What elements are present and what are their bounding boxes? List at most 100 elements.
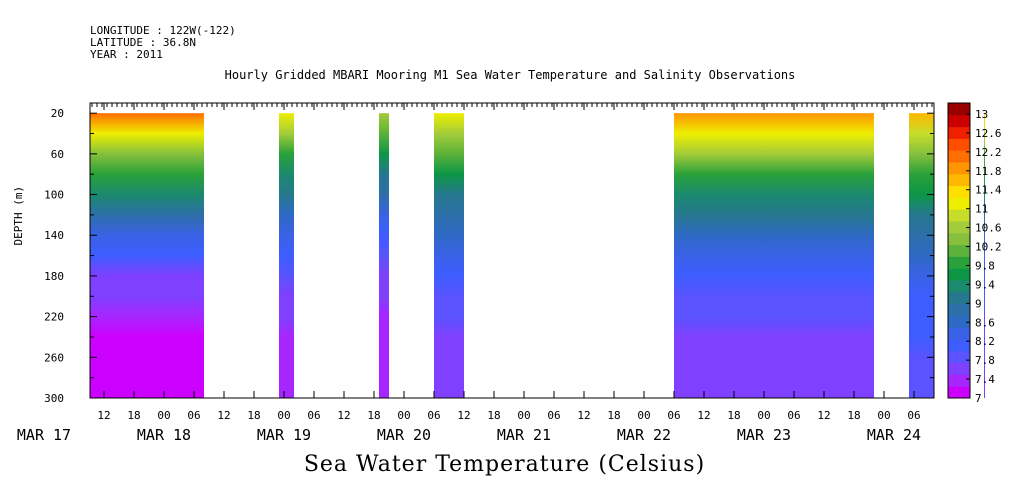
colorbar-label: 7.4 xyxy=(975,373,995,386)
colorbar-label: 9 xyxy=(975,297,982,310)
x-date-label: MAR 20 xyxy=(377,426,431,444)
colorbar-label: 10.6 xyxy=(975,222,1002,235)
colorbar-swatch xyxy=(948,173,970,187)
x-hour-label: 06 xyxy=(187,409,200,422)
colorbar-swatch xyxy=(948,268,970,281)
x-date-label: MAR 23 xyxy=(737,426,791,444)
colorbar-swatch xyxy=(948,280,970,293)
data-segment xyxy=(279,113,294,398)
colorbar-swatch xyxy=(948,103,970,116)
colorbar-label: 13 xyxy=(975,108,988,121)
colorbar-swatch xyxy=(948,350,970,364)
colorbar-label: 11 xyxy=(975,203,988,216)
colorbar-swatch xyxy=(948,209,970,222)
y-tick-label: 140 xyxy=(44,229,64,242)
colorbar-swatch xyxy=(948,362,970,375)
colorbar-swatch xyxy=(948,150,970,163)
colorbar: 7 7.4 7.8 8.2 8.6 9 9.4 9.8 10.2 10.6 11 11.4 11.8 12… xyxy=(947,102,1002,405)
y-tick-label: 20 xyxy=(51,107,64,120)
x-hour-label: 00 xyxy=(397,409,410,422)
x-hour-label: 18 xyxy=(607,409,620,422)
colorbar-swatch xyxy=(948,221,970,234)
x-hour-label: 12 xyxy=(217,409,230,422)
longitude-label: LONGITUDE : 122W(-122) xyxy=(90,24,236,37)
y-tick-label: 100 xyxy=(44,189,64,202)
colorbar-swatch xyxy=(948,315,970,328)
colorbar-swatch xyxy=(948,162,970,175)
colorbar-label: 8.6 xyxy=(975,316,995,329)
axes: 20 60 100 140 180 220 260 300 12 18 00 06 12 18 00 06 12… xyxy=(17,103,934,444)
colorbar-label: 10.2 xyxy=(975,241,1002,254)
x-date-label: MAR 18 xyxy=(137,426,191,444)
colorbar-label: 12.6 xyxy=(975,127,1002,140)
data-segment xyxy=(909,113,934,398)
data-segment xyxy=(379,113,389,398)
x-hour-label: 00 xyxy=(277,409,290,422)
colorbar-frame xyxy=(947,102,971,399)
colorbar-swatch xyxy=(948,138,970,151)
data-segment xyxy=(90,113,204,398)
x-hour-label: 00 xyxy=(637,409,650,422)
data-segments xyxy=(90,113,985,398)
colorbar-label: 11.8 xyxy=(975,165,1002,178)
x-hour-label: 12 xyxy=(457,409,470,422)
data-segment xyxy=(984,113,985,398)
x-hour-label: 12 xyxy=(577,409,590,422)
colorbar-swatch xyxy=(948,232,970,246)
x-hour-label: 06 xyxy=(667,409,680,422)
x-hour-label: 12 xyxy=(97,409,110,422)
x-hour-label: 12 xyxy=(337,409,350,422)
colorbar-swatch xyxy=(948,244,970,257)
x-hour-label: 18 xyxy=(367,409,380,422)
y-tick-label: 180 xyxy=(44,270,64,283)
x-hour-label: 12 xyxy=(817,409,830,422)
colorbar-swatch xyxy=(948,327,970,340)
x-date-label: MAR 17 xyxy=(17,426,71,444)
colorbar-swatch xyxy=(948,386,970,399)
colorbar-label: 9.4 xyxy=(975,278,995,291)
colorbar-label: 8.2 xyxy=(975,335,995,348)
x-hour-label: 18 xyxy=(127,409,140,422)
latitude-label: LATITUDE : 36.8N xyxy=(90,36,196,49)
colorbar-swatch xyxy=(948,256,970,269)
y-tick-label: 220 xyxy=(44,311,64,324)
y-tick-label: 300 xyxy=(44,392,64,405)
colorbar-label: 12.2 xyxy=(975,146,1002,159)
x-hour-label: 00 xyxy=(517,409,530,422)
y-tick-label: 60 xyxy=(51,148,64,161)
x-date-label: MAR 22 xyxy=(617,426,671,444)
x-hour-label: 18 xyxy=(727,409,740,422)
x-date-label: MAR 21 xyxy=(497,426,551,444)
colorbar-swatch xyxy=(948,374,970,387)
x-hour-label: 18 xyxy=(847,409,860,422)
x-hour-label: 06 xyxy=(547,409,560,422)
colorbar-swatch xyxy=(948,197,970,210)
colorbar-label: 7 xyxy=(975,392,982,405)
x-hour-label: 00 xyxy=(877,409,890,422)
data-segment xyxy=(674,113,874,398)
x-hour-label: 06 xyxy=(787,409,800,422)
colorbar-swatch xyxy=(948,339,970,352)
colorbar-label: 11.4 xyxy=(975,184,1002,197)
x-date-label: MAR 19 xyxy=(257,426,311,444)
colorbar-swatch xyxy=(948,114,970,128)
colorbar-swatch xyxy=(948,126,970,139)
colorbar-swatch xyxy=(948,291,970,305)
x-hour-label: 00 xyxy=(757,409,770,422)
x-hour-label: 18 xyxy=(487,409,500,422)
x-hour-label: 00 xyxy=(157,409,170,422)
x-hour-label: 18 xyxy=(247,409,260,422)
x-date-label: MAR 24 xyxy=(867,426,921,444)
colorbar-label: 9.8 xyxy=(975,259,995,272)
x-axis-label: Sea Water Temperature (Celsius) xyxy=(303,452,706,477)
chart-title: Hourly Gridded MBARI Mooring M1 Sea Wate… xyxy=(224,68,796,82)
x-hour-label: 06 xyxy=(427,409,440,422)
colorbar-label: 7.8 xyxy=(975,354,995,367)
data-segment xyxy=(434,113,464,398)
x-hour-label: 06 xyxy=(907,409,920,422)
x-hour-label: 06 xyxy=(307,409,320,422)
colorbar-swatch xyxy=(948,185,970,198)
y-tick-label: 260 xyxy=(44,351,64,364)
x-hour-label: 12 xyxy=(697,409,710,422)
